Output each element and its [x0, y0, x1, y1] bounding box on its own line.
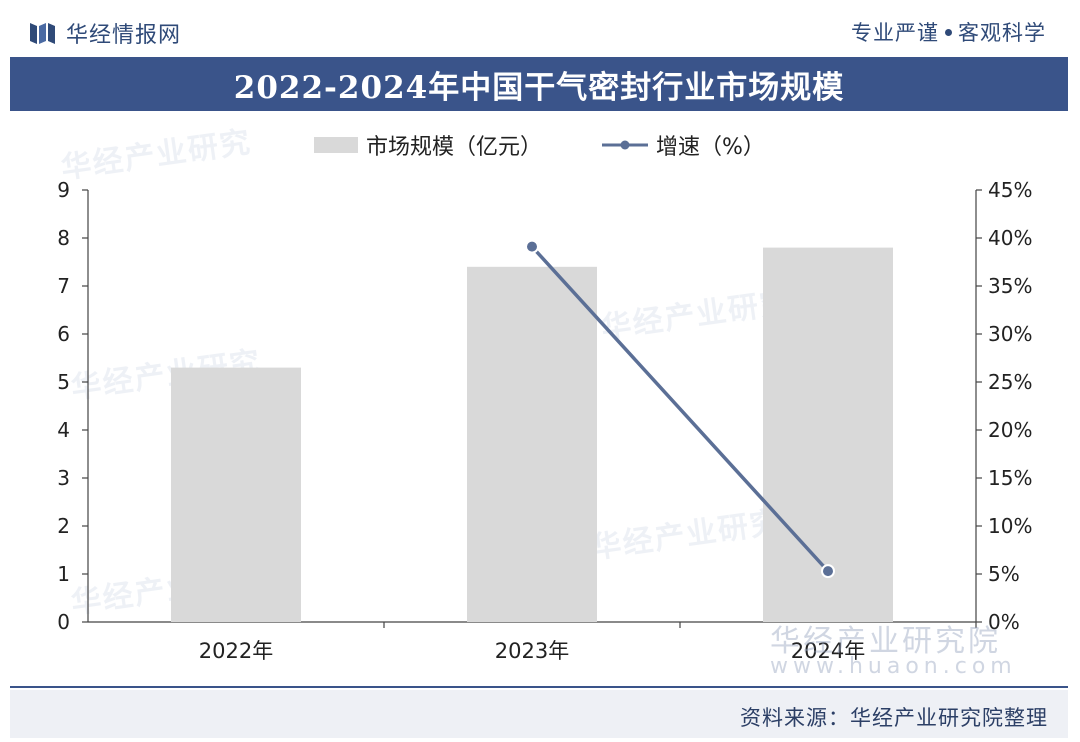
legend-line-label: 增速（%）	[656, 135, 765, 160]
y-right-tick-label: 45%	[988, 178, 1032, 202]
footer-rule	[10, 686, 1068, 688]
chart-title: 2022-2024年中国干气密封行业市场规模	[233, 69, 845, 106]
y-left-tick-label: 4	[57, 418, 70, 442]
growth-point	[525, 239, 539, 254]
y-left-tick-label: 5	[57, 370, 70, 394]
y-right-tick-label: 5%	[988, 562, 1020, 586]
growth-point	[821, 564, 835, 579]
bar-2023年	[467, 266, 597, 622]
y-right-tick-label: 25%	[988, 370, 1032, 394]
slogan: 专业严谨 客观科学	[851, 17, 1046, 47]
y-right-tick-label: 10%	[988, 514, 1032, 538]
watermark-brand: 华经产业研究院	[770, 624, 1001, 659]
slogan-dot-icon	[945, 28, 952, 36]
y-left-tick-label: 2	[57, 514, 70, 538]
slogan-right: 客观科学	[958, 21, 1046, 45]
bar-2022年	[171, 367, 301, 622]
legend-line-marker	[620, 140, 630, 150]
header-bar: 华经情报网 专业严谨 客观科学	[0, 0, 1080, 60]
y-right-tick-label: 0%	[988, 610, 1020, 634]
bar-2024年	[763, 247, 893, 622]
source-note: 资料来源：华经产业研究院整理	[740, 706, 1048, 730]
x-tick-label: 2023年	[495, 639, 569, 663]
y-left-tick-label: 0	[57, 610, 70, 634]
x-tick-label: 2024年	[791, 639, 865, 663]
y-right-tick-label: 40%	[988, 226, 1032, 250]
growth-line	[530, 245, 830, 573]
y-left-tick-label: 1	[57, 562, 70, 586]
y-right-tick-label: 20%	[988, 418, 1032, 442]
y-right-tick-label: 30%	[988, 322, 1032, 346]
watermark-url: www.huaon.com	[770, 654, 1017, 679]
chart-title-band: 2022-2024年中国干气密封行业市场规模	[10, 57, 1068, 111]
x-tick-label: 2022年	[199, 639, 273, 663]
brand-name: 华经情报网	[66, 23, 182, 48]
chart-legend: 市场规模（亿元） 增速（%）	[314, 135, 765, 160]
y-left-tick-label: 8	[57, 226, 70, 250]
legend-bar-label: 市场规模（亿元）	[366, 135, 542, 160]
slogan-left: 专业严谨	[851, 21, 939, 45]
y-left-tick-label: 6	[57, 322, 70, 346]
y-right-tick-label: 35%	[988, 274, 1032, 298]
y-left-tick-label: 3	[57, 466, 70, 490]
footer-band	[10, 690, 1068, 738]
legend-bar-swatch	[314, 137, 358, 153]
y-left-tick-label: 7	[57, 274, 70, 298]
y-right-tick-label: 15%	[988, 466, 1032, 490]
y-left-tick-label: 9	[57, 178, 70, 202]
brand-logo-icon	[30, 23, 55, 44]
